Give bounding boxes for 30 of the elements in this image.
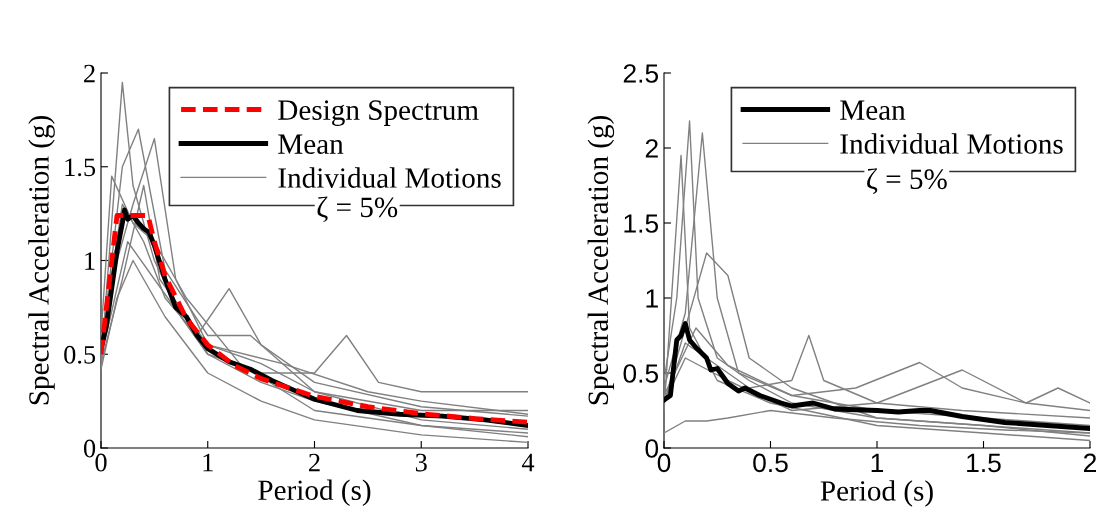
y-tick-label: 0.5 (623, 364, 659, 383)
x-axis-title: Period (s) (258, 479, 371, 507)
x-axis-title: Period (s) (820, 480, 933, 507)
x-tick-label: 2 (1083, 453, 1097, 472)
y-tick-label: 1 (646, 289, 658, 308)
legend-label: Mean (840, 100, 906, 120)
x-tick-label: 4 (521, 453, 535, 472)
legend-label: Design Spectrum (278, 100, 479, 126)
y-tick-label: 2 (84, 64, 95, 83)
x-tick-label: 3 (415, 453, 427, 472)
y-tick-label: 1.5 (624, 214, 659, 233)
legend-label: Individual Motions (840, 133, 1063, 154)
x-tick-label: 1 (871, 453, 884, 472)
y-tick-label: 2.5 (623, 64, 659, 83)
x-tick-label: 2 (309, 453, 320, 472)
x-tick-label: 0.5 (753, 453, 788, 473)
y-axis-title: Spectral Acceleration (g) (587, 116, 615, 405)
annotation: ζ = 5% (867, 168, 947, 194)
y-tick-label: 1 (85, 252, 95, 270)
y-tick-label: 0.5 (64, 345, 96, 364)
y-tick-label: 0 (645, 439, 659, 458)
x-tick-label: 1 (203, 453, 213, 472)
y-tick-label: 1.5 (65, 158, 96, 177)
y-tick-label: 2 (645, 139, 658, 158)
legend-label: Mean (278, 134, 344, 154)
annotation: ζ = 5% (317, 196, 398, 223)
y-axis-title: Spectral Acceleration (g) (28, 116, 55, 405)
y-tick-label: 0 (83, 439, 96, 458)
legend-label: Individual Motions (278, 167, 501, 188)
x-tick-label: 1.5 (967, 453, 1001, 473)
